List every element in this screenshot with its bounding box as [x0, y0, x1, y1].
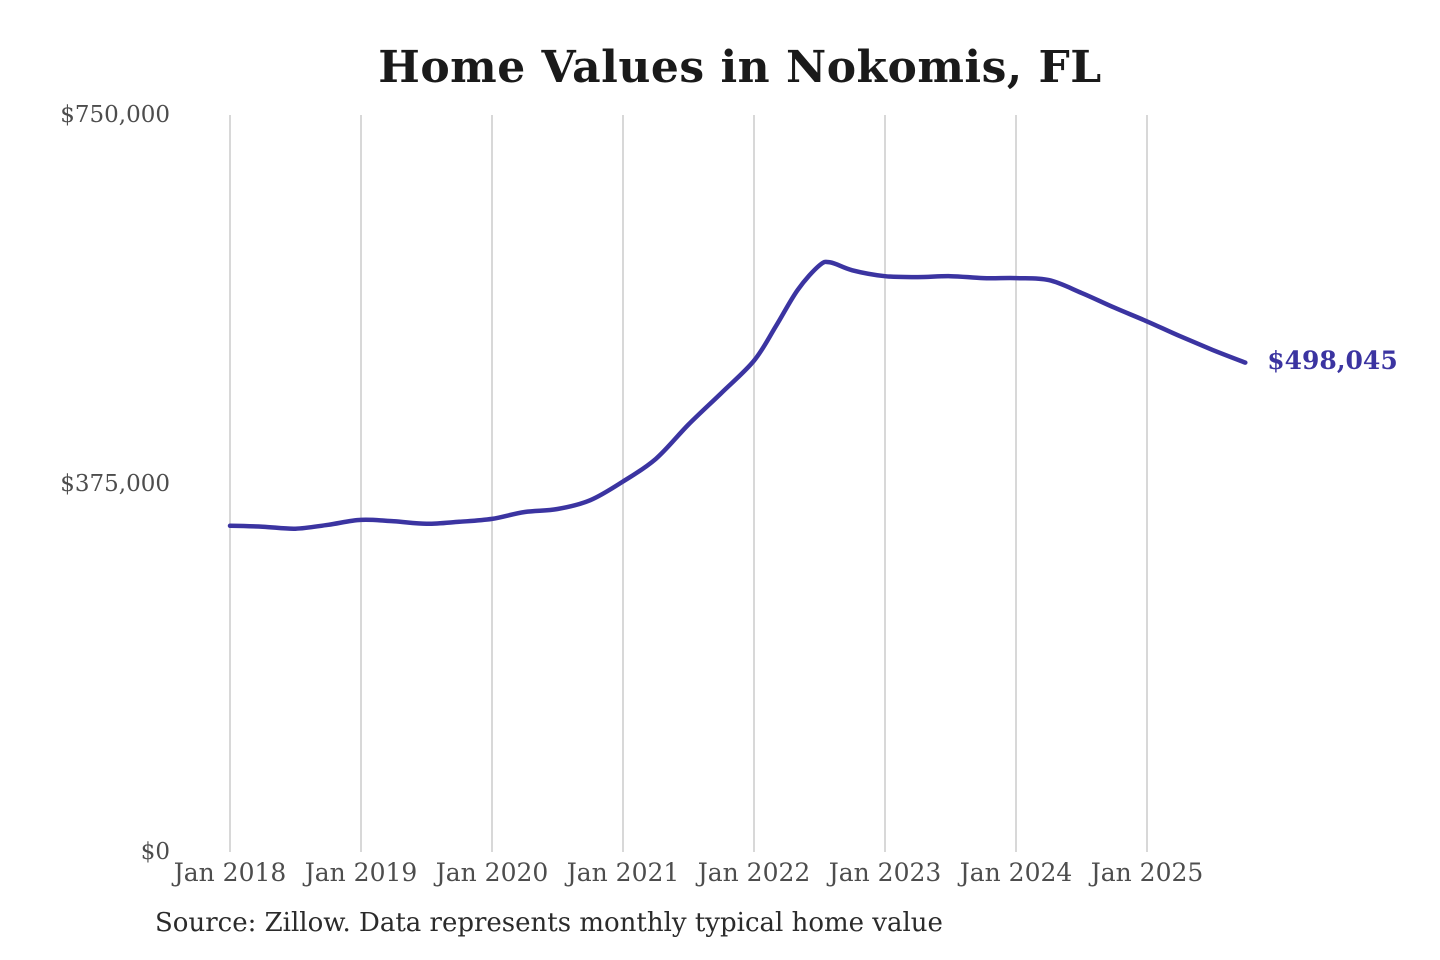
x-axis-tick-label: Jan 2024 — [959, 858, 1073, 887]
x-axis-tick-label: Jan 2021 — [566, 858, 680, 887]
home-value-line-series — [227, 259, 1248, 531]
chart-title: Home Values in Nokomis, FL — [378, 42, 1102, 93]
y-axis-tick-label: $375,000 — [60, 470, 170, 497]
x-axis-tick-label: Jan 2022 — [697, 858, 811, 887]
gridlines — [229, 115, 1148, 852]
x-axis-tick-label: Jan 2023 — [828, 858, 942, 887]
latest-value-label: $498,045 — [1267, 345, 1398, 375]
y-axis-tick-label: $0 — [140, 839, 170, 865]
x-axis-tick-label: Jan 2025 — [1090, 858, 1204, 887]
source-note: Source: Zillow. Data represents monthly … — [155, 908, 943, 938]
y-axis-tick-label: $750,000 — [60, 102, 170, 128]
x-axis-tick-label: Jan 2020 — [435, 858, 549, 887]
x-axis-tick-label: Jan 2019 — [304, 858, 418, 887]
x-axis-tick-label: Jan 2018 — [173, 858, 287, 887]
